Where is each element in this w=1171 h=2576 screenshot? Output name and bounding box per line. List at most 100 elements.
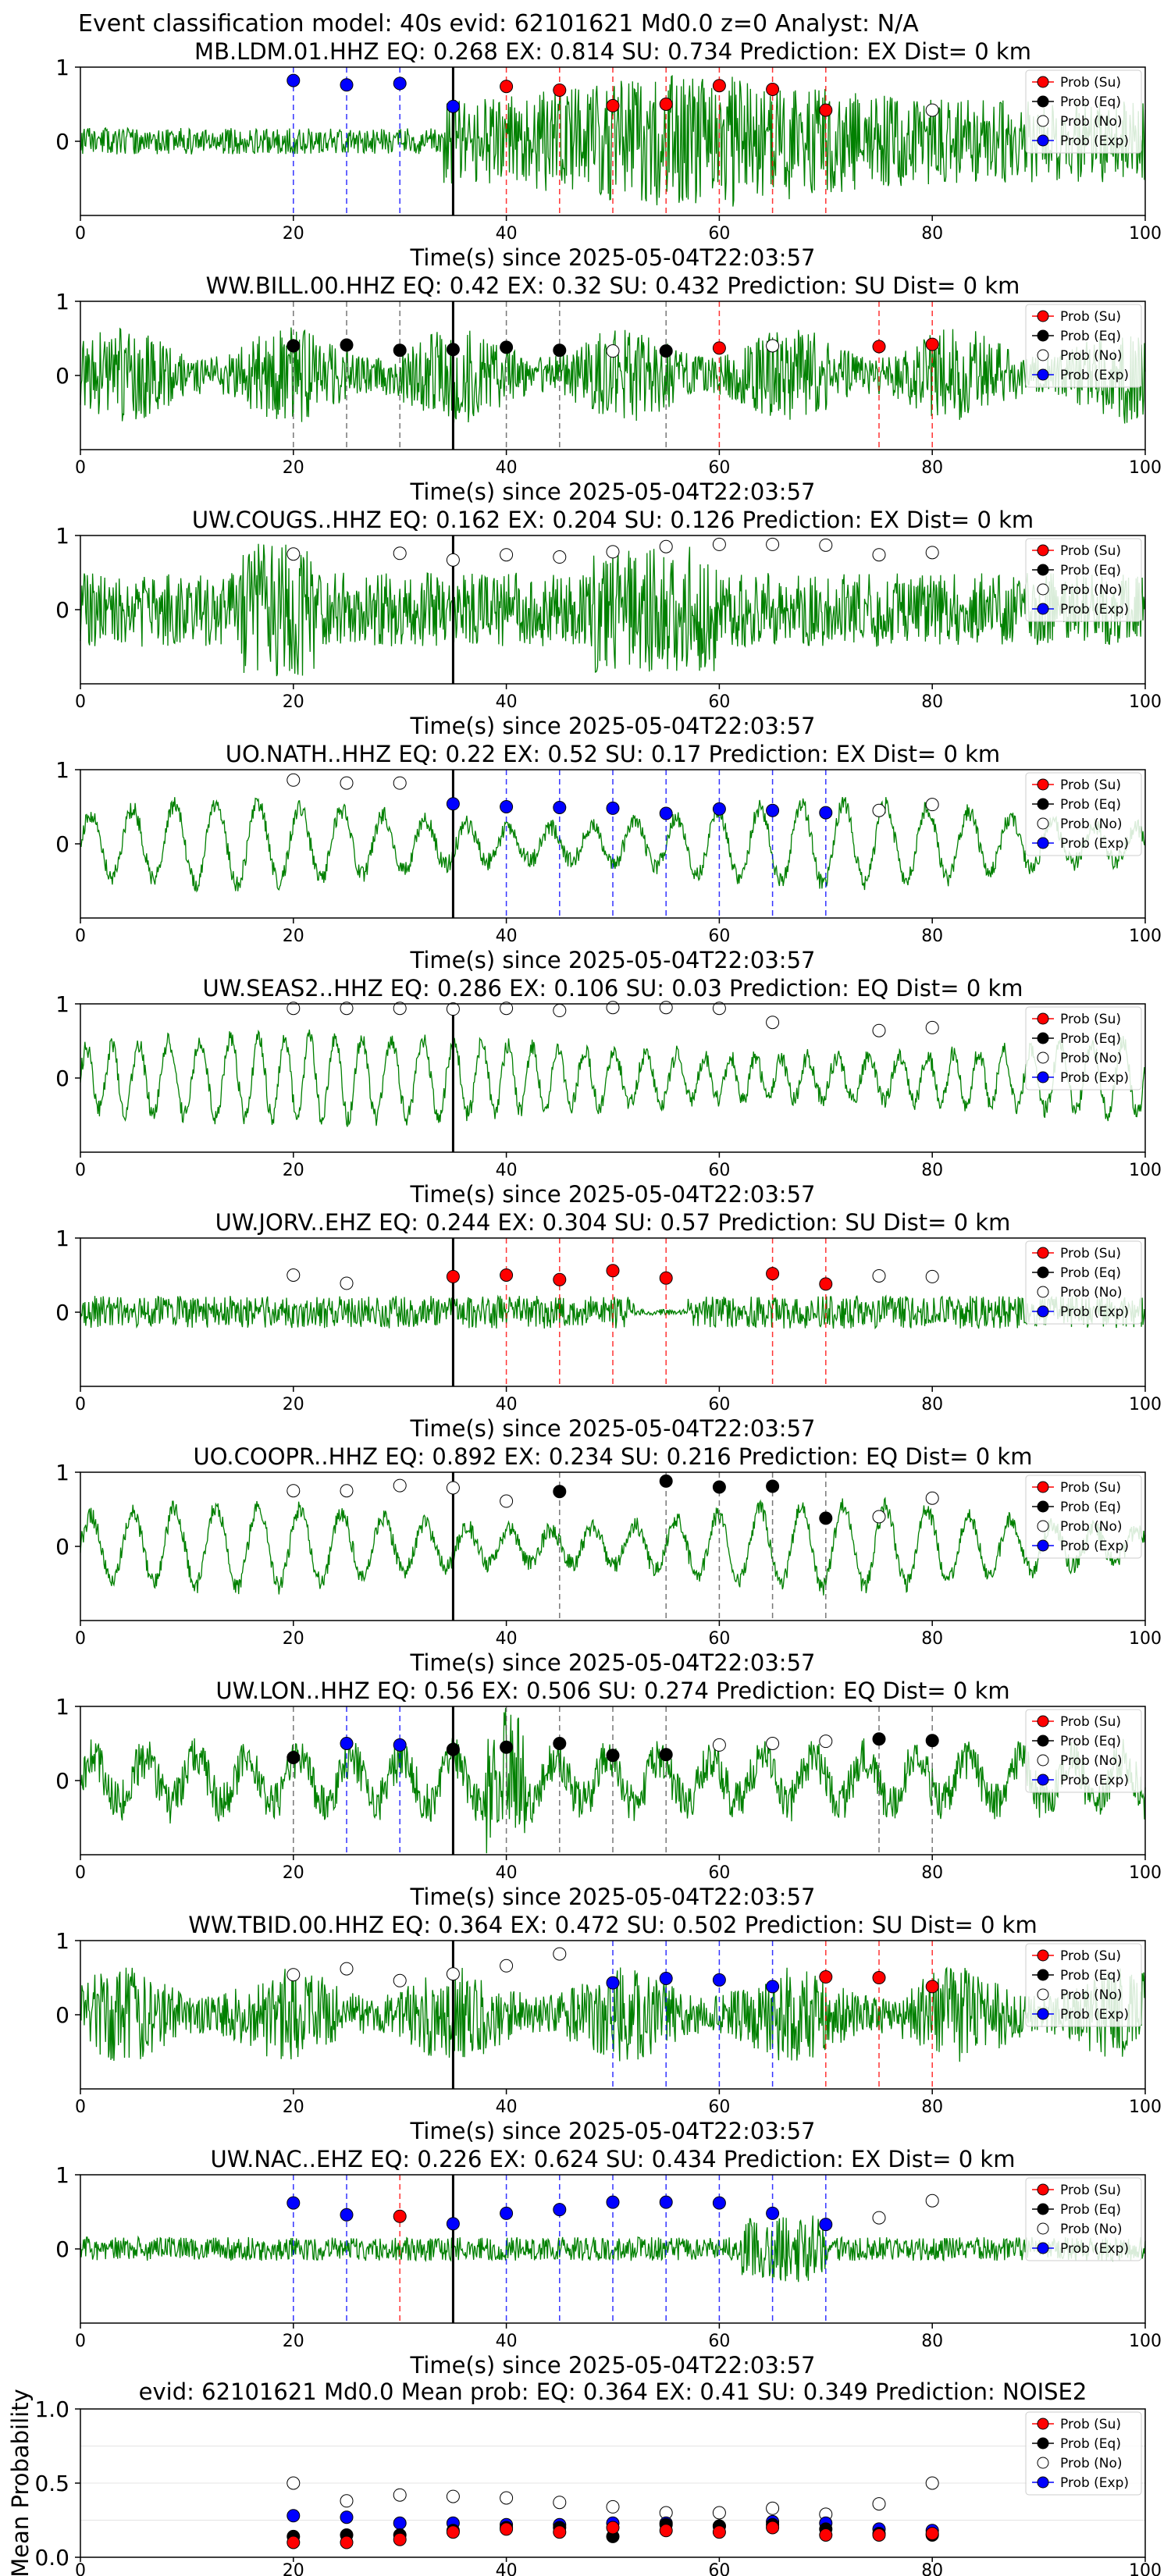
legend-label: Prob (Su) <box>1060 75 1121 91</box>
prob-marker <box>872 803 886 817</box>
legend-label: Prob (Su) <box>1060 1948 1121 1964</box>
prob-marker <box>287 1751 301 1765</box>
prob-marker <box>393 1738 407 1752</box>
y-tick-label: 1 <box>55 2162 69 2188</box>
mean-prob-marker <box>500 2491 514 2505</box>
station-panel: WW.BILL.00.HHZ EQ: 0.42 EX: 0.32 SU: 0.4… <box>55 272 1162 505</box>
y-tick-label: 1 <box>55 1226 69 1251</box>
x-axis-label: Time(s) since 2025-05-04T22:03:57 <box>410 1884 816 1910</box>
mean-prob-marker <box>712 2506 726 2520</box>
legend-label: Prob (Eq) <box>1060 1265 1121 1281</box>
legend-label: Prob (Exp) <box>1060 2475 1129 2491</box>
x-tick-label: 40 <box>496 1395 518 1414</box>
y-tick-label: 0.5 <box>34 2471 69 2496</box>
prob-marker <box>766 1267 780 1281</box>
legend-marker <box>1037 798 1049 810</box>
legend-label: Prob (Exp) <box>1060 2241 1129 2257</box>
legend-label: Prob (Su) <box>1060 777 1121 793</box>
legend-marker <box>1037 1012 1049 1025</box>
prob-marker <box>553 343 567 358</box>
prob-marker <box>287 73 301 87</box>
prob-marker <box>553 1272 567 1286</box>
prob-marker <box>872 548 886 562</box>
prob-marker <box>340 2208 354 2222</box>
x-tick-label: 0 <box>75 1629 86 1649</box>
legend-label: Prob (Eq) <box>1060 563 1121 578</box>
x-tick-label: 100 <box>1129 1629 1162 1649</box>
prob-marker <box>446 99 460 113</box>
prob-marker <box>606 98 620 112</box>
y-tick-label: 0 <box>55 129 69 155</box>
mean-prob-marker <box>340 2494 354 2508</box>
mean-prob-marker <box>287 2535 301 2549</box>
prob-marker <box>500 548 514 562</box>
mean-prob-marker <box>606 2521 620 2535</box>
station-panel: WW.TBID.00.HHZ EQ: 0.364 EX: 0.472 SU: 0… <box>55 1912 1162 2144</box>
x-tick-label: 20 <box>283 2097 304 2117</box>
x-tick-label: 60 <box>708 458 730 478</box>
y-tick-label: 0 <box>55 2002 69 2028</box>
legend-box <box>1025 1709 1142 1793</box>
x-tick-label: 100 <box>1129 1395 1162 1414</box>
mean-prob-marker <box>766 2501 780 2515</box>
x-tick-label: 0 <box>75 458 86 478</box>
legend-marker <box>1037 1774 1049 1786</box>
x-tick-label: 100 <box>1129 2097 1162 2117</box>
legend-label: Prob (Exp) <box>1060 1773 1129 1788</box>
prob-marker <box>712 341 726 355</box>
mean-prob-marker <box>393 2488 407 2502</box>
legend-marker <box>1037 837 1049 849</box>
x-tick-label: 100 <box>1129 458 1162 478</box>
y-tick-label: 1 <box>55 289 69 315</box>
prob-marker <box>340 1002 354 1016</box>
x-tick-label: 40 <box>496 692 518 712</box>
prob-marker <box>446 1269 460 1283</box>
legend-label: Prob (Exp) <box>1060 602 1129 617</box>
mean-prob-marker <box>393 2532 407 2546</box>
prob-marker <box>340 1276 354 1290</box>
legend-marker <box>1037 1969 1049 1981</box>
waveform-trace <box>80 1496 1146 1596</box>
prob-marker <box>606 1976 620 1990</box>
legend-label: Prob (Su) <box>1060 543 1121 559</box>
prob-marker <box>553 1947 567 1961</box>
prob-marker <box>287 1268 301 1282</box>
mean-prob-marker <box>925 2527 939 2541</box>
x-tick-label: 40 <box>496 927 518 946</box>
x-axis-label: Time(s) since 2025-05-04T22:03:57 <box>410 1415 816 1442</box>
mean-prob-marker <box>446 2525 460 2539</box>
waveform-trace <box>80 1029 1146 1127</box>
x-tick-label: 40 <box>496 2332 518 2351</box>
legend-label: Prob (No) <box>1060 1051 1123 1066</box>
y-tick-label: 0 <box>55 363 69 389</box>
legend-marker <box>1037 2222 1049 2235</box>
prob-marker <box>659 539 673 553</box>
legend-label: Prob (Su) <box>1060 309 1121 325</box>
prob-marker <box>500 1959 514 1973</box>
panel-title: MB.LDM.01.HHZ EQ: 0.268 EX: 0.814 SU: 0.… <box>194 38 1031 65</box>
x-tick-label: 60 <box>708 2097 730 2117</box>
legend-label: Prob (Su) <box>1060 1714 1121 1730</box>
panel-title: UW.JORV..EHZ EQ: 0.244 EX: 0.304 SU: 0.5… <box>215 1209 1011 1236</box>
y-tick-label: 0 <box>55 831 69 857</box>
x-tick-label: 20 <box>283 2561 304 2576</box>
mean-prob-marker <box>712 2525 726 2539</box>
legend-marker <box>1037 1988 1049 2001</box>
legend-marker <box>1037 2242 1049 2254</box>
x-tick-label: 40 <box>496 1863 518 1883</box>
legend-marker <box>1037 2418 1049 2430</box>
prob-marker <box>340 1484 354 1498</box>
prob-marker <box>287 339 301 353</box>
legend-label: Prob (Exp) <box>1060 2007 1129 2023</box>
x-tick-label: 0 <box>75 1161 86 1180</box>
legend-box <box>1025 1240 1142 1325</box>
y-tick-label: 1 <box>55 991 69 1017</box>
prob-marker <box>872 1510 886 1524</box>
legend-marker <box>1037 2203 1049 2215</box>
legend-marker <box>1037 2183 1049 2196</box>
prob-marker <box>659 1748 673 1762</box>
prob-marker <box>393 776 407 790</box>
prob-marker <box>766 1016 780 1030</box>
prob-marker <box>500 340 514 354</box>
y-tick-label: 0 <box>55 1300 69 1325</box>
